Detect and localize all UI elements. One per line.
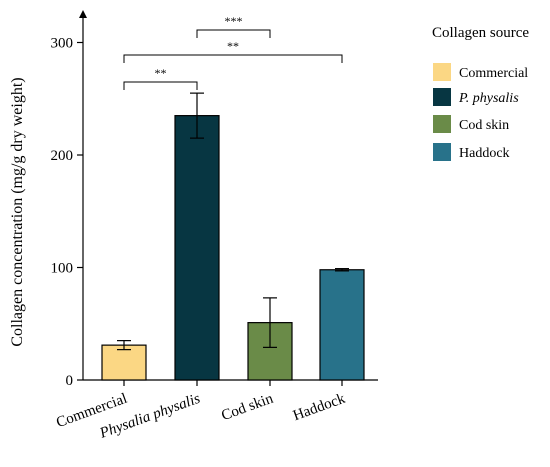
y-tick-label: 300 bbox=[51, 36, 74, 52]
error-bars bbox=[117, 92, 349, 351]
bar-2 bbox=[174, 115, 220, 381]
y-tick-label: 200 bbox=[51, 148, 74, 164]
bar-4 bbox=[319, 269, 365, 381]
category-label-4: Haddock bbox=[291, 391, 348, 425]
significance-bracket bbox=[123, 81, 198, 90]
bars bbox=[101, 115, 365, 381]
y-axis-arrow bbox=[79, 10, 87, 18]
significance-bracket bbox=[196, 29, 271, 38]
legend-title: Collagen source bbox=[432, 25, 529, 41]
significance-brackets: ******* bbox=[123, 14, 343, 90]
legend-swatch-1 bbox=[433, 63, 451, 81]
legend-swatch-2 bbox=[433, 88, 451, 106]
y-tick-label: 100 bbox=[51, 261, 74, 277]
legend-label-3: Cod skin bbox=[459, 118, 509, 133]
legend-label-4: Haddock bbox=[459, 146, 510, 161]
significance-label: ** bbox=[155, 66, 167, 80]
significance-label: ** bbox=[227, 39, 239, 53]
y-axis-label: Collagen concentration (mg/g dry weight) bbox=[9, 77, 26, 346]
legend-label-1: Commercial bbox=[459, 66, 528, 81]
significance-bracket bbox=[123, 54, 343, 63]
category-label-3: Cod skin bbox=[219, 391, 275, 425]
y-tick-label: 0 bbox=[66, 373, 74, 389]
legend-swatch-4 bbox=[433, 143, 451, 161]
bar-1 bbox=[101, 344, 147, 381]
legend: Collagen source Commercial P. physalis Cod… bbox=[432, 25, 529, 161]
legend-swatch-3 bbox=[433, 115, 451, 133]
significance-label: *** bbox=[225, 14, 243, 28]
legend-label-2: P. physalis bbox=[458, 91, 519, 106]
